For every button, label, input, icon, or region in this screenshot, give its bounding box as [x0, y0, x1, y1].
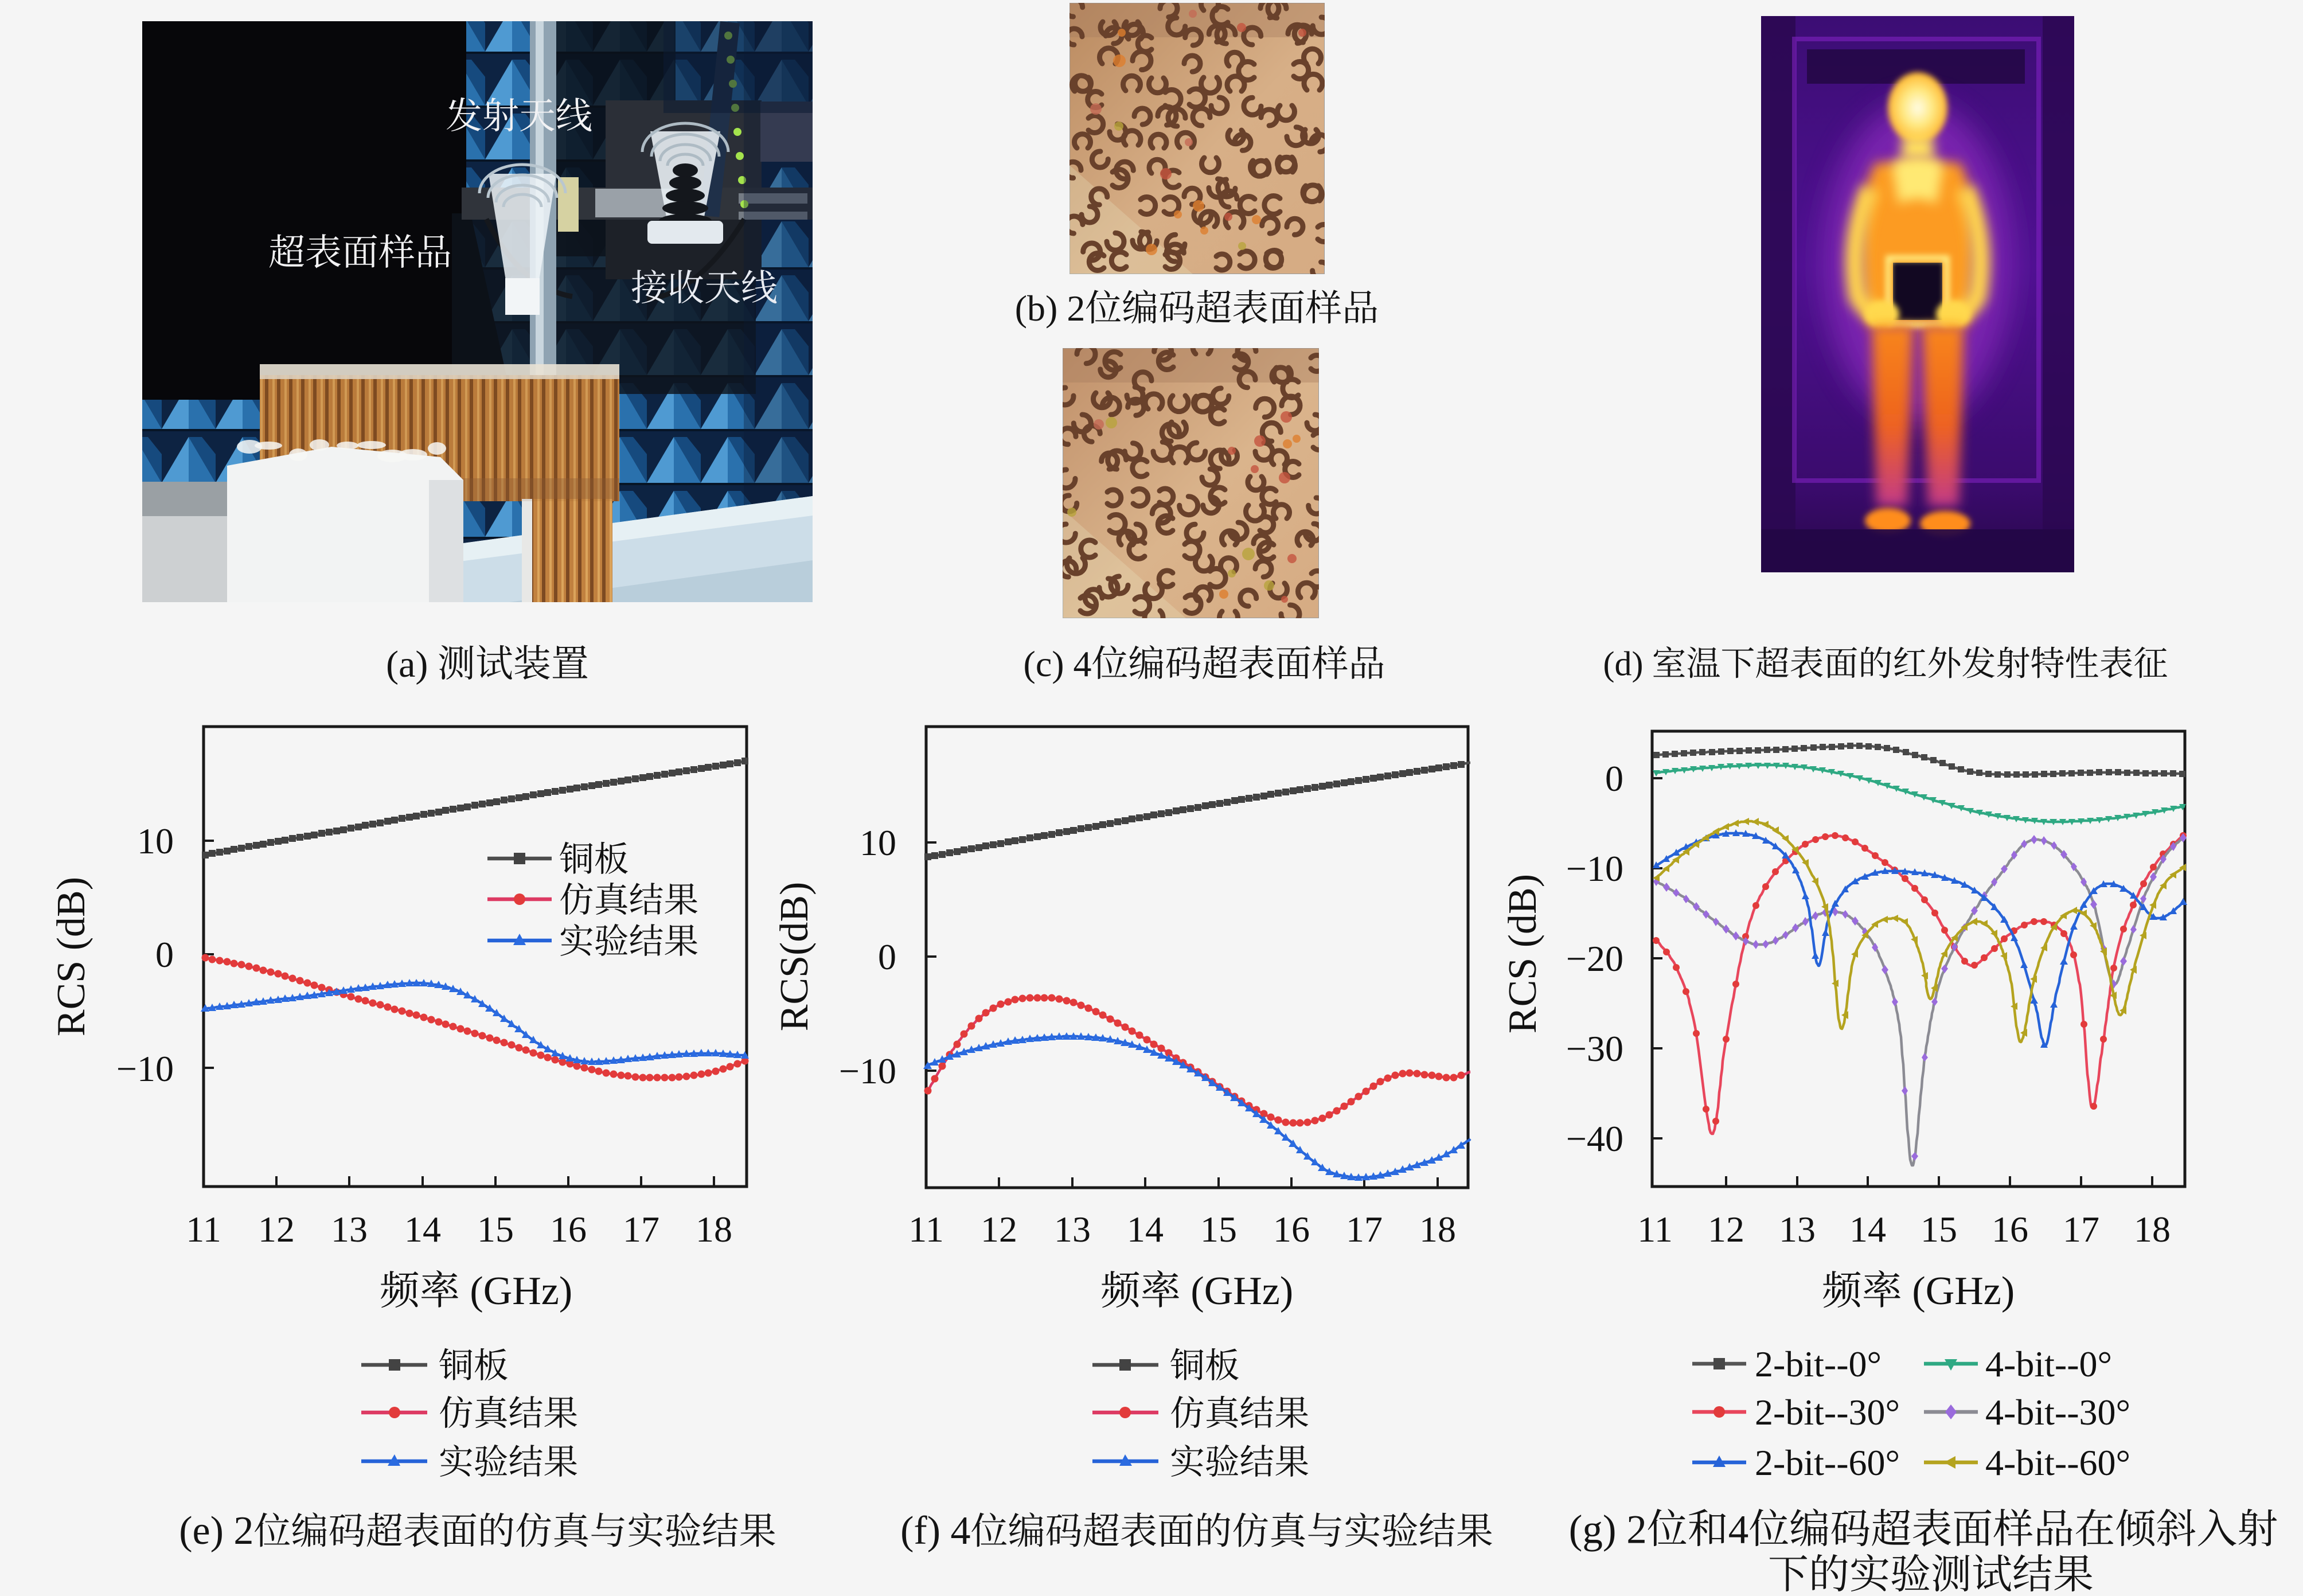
svg-text:2-bit--0°: 2-bit--0° — [1755, 1344, 1882, 1384]
svg-text:13: 13 — [1054, 1209, 1091, 1250]
svg-text:10: 10 — [137, 821, 174, 861]
svg-text:15: 15 — [1921, 1209, 1957, 1250]
svg-text:13: 13 — [1779, 1209, 1816, 1250]
svg-text:−10: −10 — [116, 1048, 174, 1089]
svg-text:2-bit--60°: 2-bit--60° — [1755, 1442, 1900, 1483]
svg-text:18: 18 — [2134, 1209, 2171, 1250]
svg-text:−10: −10 — [1566, 848, 1623, 889]
svg-text:0: 0 — [155, 934, 174, 975]
svg-text:2-bit--30°: 2-bit--30° — [1755, 1392, 1900, 1433]
svg-text:4: 4 — [1728, 1508, 1749, 1552]
svg-text:(c) 4: (c) 4 — [1024, 643, 1092, 684]
svg-text:(g) 2: (g) 2 — [1569, 1508, 1647, 1552]
svg-text:10: 10 — [860, 822, 896, 863]
svg-text:−30: −30 — [1566, 1028, 1623, 1069]
svg-text:17: 17 — [2063, 1209, 2099, 1250]
svg-text:17: 17 — [623, 1209, 659, 1250]
svg-text:RCS (dB): RCS (dB) — [1501, 874, 1545, 1033]
svg-text:16: 16 — [1273, 1209, 1310, 1250]
svg-text:0: 0 — [878, 936, 896, 977]
svg-text:(d): (d) — [1603, 645, 1652, 683]
svg-text:11: 11 — [908, 1209, 944, 1250]
svg-text:(GHz): (GHz) — [1902, 1269, 2015, 1313]
svg-text:12: 12 — [1708, 1209, 1744, 1250]
svg-text:16: 16 — [1992, 1209, 2028, 1250]
svg-text:(e) 2: (e) 2 — [179, 1509, 253, 1553]
svg-text:14: 14 — [1127, 1209, 1164, 1250]
svg-text:(GHz): (GHz) — [460, 1269, 572, 1313]
svg-text:11: 11 — [186, 1209, 221, 1250]
svg-text:(GHz): (GHz) — [1181, 1269, 1293, 1313]
svg-text:4-bit--60°: 4-bit--60° — [1985, 1442, 2130, 1483]
svg-text:13: 13 — [331, 1209, 368, 1250]
svg-text:(a): (a) — [386, 643, 438, 685]
svg-text:(b) 2: (b) 2 — [1015, 288, 1086, 329]
svg-text:14: 14 — [1849, 1209, 1886, 1250]
svg-text:18: 18 — [696, 1209, 732, 1250]
svg-text:−20: −20 — [1566, 938, 1623, 979]
svg-text:17: 17 — [1346, 1209, 1383, 1250]
svg-text:15: 15 — [1200, 1209, 1237, 1250]
svg-text:−10: −10 — [839, 1051, 896, 1091]
svg-text:15: 15 — [477, 1209, 514, 1250]
svg-text:14: 14 — [404, 1209, 441, 1250]
svg-text:−40: −40 — [1566, 1118, 1623, 1159]
svg-text:12: 12 — [981, 1209, 1017, 1250]
svg-text:4-bit--30°: 4-bit--30° — [1985, 1392, 2130, 1433]
svg-text:(f) 4: (f) 4 — [900, 1509, 970, 1553]
svg-text:18: 18 — [1419, 1209, 1456, 1250]
svg-text:RCS(dB): RCS(dB) — [772, 882, 817, 1032]
svg-text:12: 12 — [258, 1209, 295, 1250]
svg-text:0: 0 — [1605, 758, 1623, 799]
svg-text:11: 11 — [1637, 1209, 1673, 1250]
svg-text:16: 16 — [550, 1209, 587, 1250]
svg-text:RCS (dB): RCS (dB) — [49, 877, 93, 1036]
svg-text:4-bit--0°: 4-bit--0° — [1985, 1344, 2112, 1384]
